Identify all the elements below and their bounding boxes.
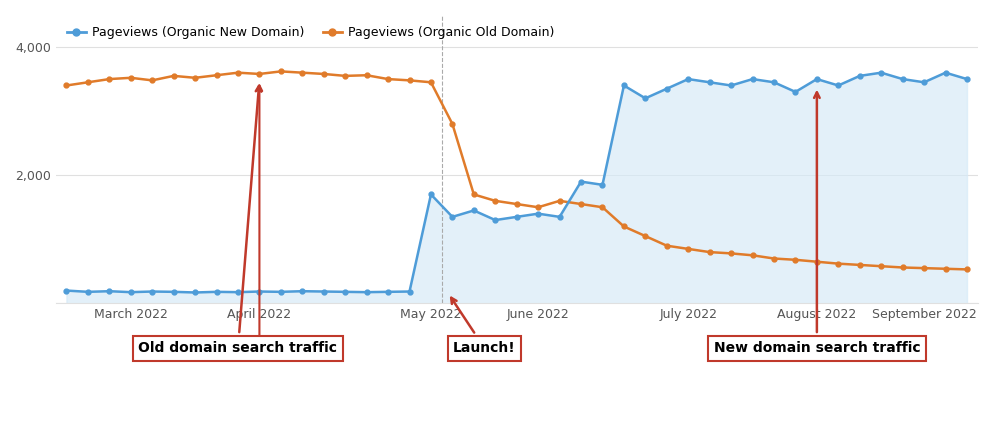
- Text: Old domain search traffic: Old domain search traffic: [138, 86, 337, 355]
- Legend: Pageviews (Organic New Domain), Pageviews (Organic Old Domain): Pageviews (Organic New Domain), Pageview…: [62, 21, 559, 44]
- Text: Launch!: Launch!: [451, 298, 516, 355]
- Text: New domain search traffic: New domain search traffic: [714, 92, 920, 355]
